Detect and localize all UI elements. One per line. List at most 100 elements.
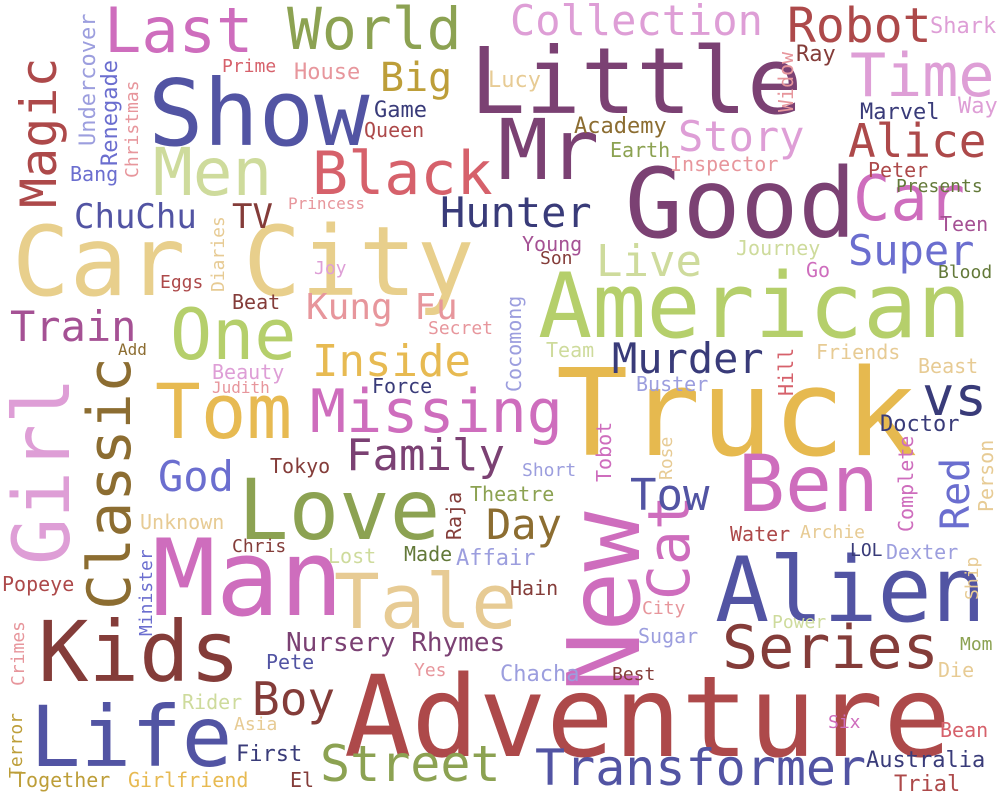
word-lost: Lost xyxy=(328,544,377,568)
word-marvel: Marvel xyxy=(860,100,940,125)
word-man: Man xyxy=(152,517,344,640)
word-archie: Archie xyxy=(800,522,866,543)
word-hain: Hain xyxy=(510,576,559,600)
word-ship: Ship xyxy=(962,556,983,600)
word-cocomong: Cocomong xyxy=(502,295,526,392)
word-widow: Widow xyxy=(774,51,798,112)
word-ben: Ben xyxy=(738,440,879,530)
word-academy: Academy xyxy=(574,114,667,139)
word-hill: Hill xyxy=(774,347,798,396)
word-truck: Truck xyxy=(556,345,918,484)
word-men: Men xyxy=(153,134,273,211)
word-god: God xyxy=(158,452,234,501)
word-one: One xyxy=(170,294,297,376)
word-last: Last xyxy=(104,0,254,67)
word-love: Love xyxy=(238,461,441,559)
word-series: Series xyxy=(722,613,939,683)
word-collection: Collection xyxy=(510,0,763,45)
word-alien: Alien xyxy=(715,538,986,643)
word-princess: Princess xyxy=(288,194,366,213)
word-adventure: Adventure xyxy=(344,653,951,783)
word-american: American xyxy=(538,254,972,359)
word-car: Car xyxy=(853,162,965,235)
word-raja: Raja xyxy=(442,491,466,540)
word-unknown: Unknown xyxy=(140,510,225,534)
word-kids: Kids xyxy=(38,603,241,701)
word-tobot: Tobot xyxy=(592,421,616,482)
word-tv: TV xyxy=(232,197,273,237)
word-prime: Prime xyxy=(222,56,277,77)
word-train: Train xyxy=(10,302,137,351)
word-beast: Beast xyxy=(918,354,979,378)
word-earth: Earth xyxy=(610,138,671,162)
word-christmas: Christmas xyxy=(122,80,143,178)
word-rider: Rider xyxy=(182,690,243,714)
word-game: Game xyxy=(374,98,427,123)
word-yes: Yes xyxy=(414,660,447,681)
word-made: Made xyxy=(404,542,453,566)
word-tom: Tom xyxy=(155,367,293,456)
word-day: Day xyxy=(486,500,562,549)
word-boy: Boy xyxy=(252,672,336,726)
word-time: Time xyxy=(850,41,995,111)
word-car-city: Car City xyxy=(12,206,475,318)
word-little: Little xyxy=(470,28,803,135)
word-queen: Queen xyxy=(364,118,425,142)
word-first: First xyxy=(236,742,303,767)
word-eggs: Eggs xyxy=(160,272,204,293)
word-undercover: Undercover xyxy=(76,13,101,146)
word-lol: LOL xyxy=(850,540,883,561)
word-kung-fu: Kung Fu xyxy=(306,287,458,328)
word-missing: Missing xyxy=(310,377,563,447)
word-journey: Journey xyxy=(736,236,821,260)
word-ray: Ray xyxy=(796,42,836,67)
word-bean: Bean xyxy=(940,718,989,742)
word-inside: Inside xyxy=(312,336,471,387)
word-girl: Girl xyxy=(0,377,88,565)
word-lucy: Lucy xyxy=(488,68,541,93)
word-show: Show xyxy=(148,60,370,167)
word-tale: Tale xyxy=(334,557,518,646)
word-affair: Affair xyxy=(456,546,536,571)
word-judith: Judith xyxy=(212,378,270,397)
word-bang: Bang xyxy=(70,162,119,186)
word-six: Six xyxy=(828,712,861,733)
word-trial: Trial xyxy=(894,772,961,797)
word-chuchu: ChuChu xyxy=(74,197,197,237)
word-son: Son xyxy=(540,248,573,269)
word-team: Team xyxy=(546,338,595,362)
word-tokyo: Tokyo xyxy=(270,454,331,478)
word-peter: Peter xyxy=(868,158,929,182)
word-person: Person xyxy=(974,439,998,512)
word-die: Die xyxy=(938,658,975,682)
word-rose: Rose xyxy=(656,436,677,480)
word-best: Best xyxy=(612,664,656,685)
word-story: Story xyxy=(678,112,805,161)
word-secret: Secret xyxy=(428,318,494,339)
word-street: Street xyxy=(320,735,501,793)
word-pete: Pete xyxy=(266,650,315,674)
word-add: Add xyxy=(118,340,147,359)
word-water: Water xyxy=(730,522,791,546)
word-dexter: Dexter xyxy=(886,540,959,564)
word-super: Super xyxy=(848,226,975,275)
word-complete: Complete xyxy=(894,435,918,532)
word-go: Go xyxy=(806,258,831,282)
word-diaries: Diaries xyxy=(208,216,229,292)
word-minister: Minister xyxy=(136,549,157,636)
word-buster: Buster xyxy=(636,372,709,396)
word-murder: Murder xyxy=(612,334,764,383)
word-inspector: Inspector xyxy=(670,152,779,176)
word-beat: Beat xyxy=(232,290,281,314)
word-girlfriend: Girlfriend xyxy=(128,768,249,792)
word-house: House xyxy=(294,60,361,85)
word-nursery-rhymes: Nursery Rhymes xyxy=(286,628,506,658)
word-city: City xyxy=(642,598,686,619)
word-el: El xyxy=(290,768,315,792)
word-life: Life xyxy=(30,688,233,786)
word-big: Big xyxy=(380,55,453,101)
word-magic: Magic xyxy=(10,57,68,208)
word-good: Good xyxy=(625,148,857,260)
word-black: Black xyxy=(312,139,493,209)
